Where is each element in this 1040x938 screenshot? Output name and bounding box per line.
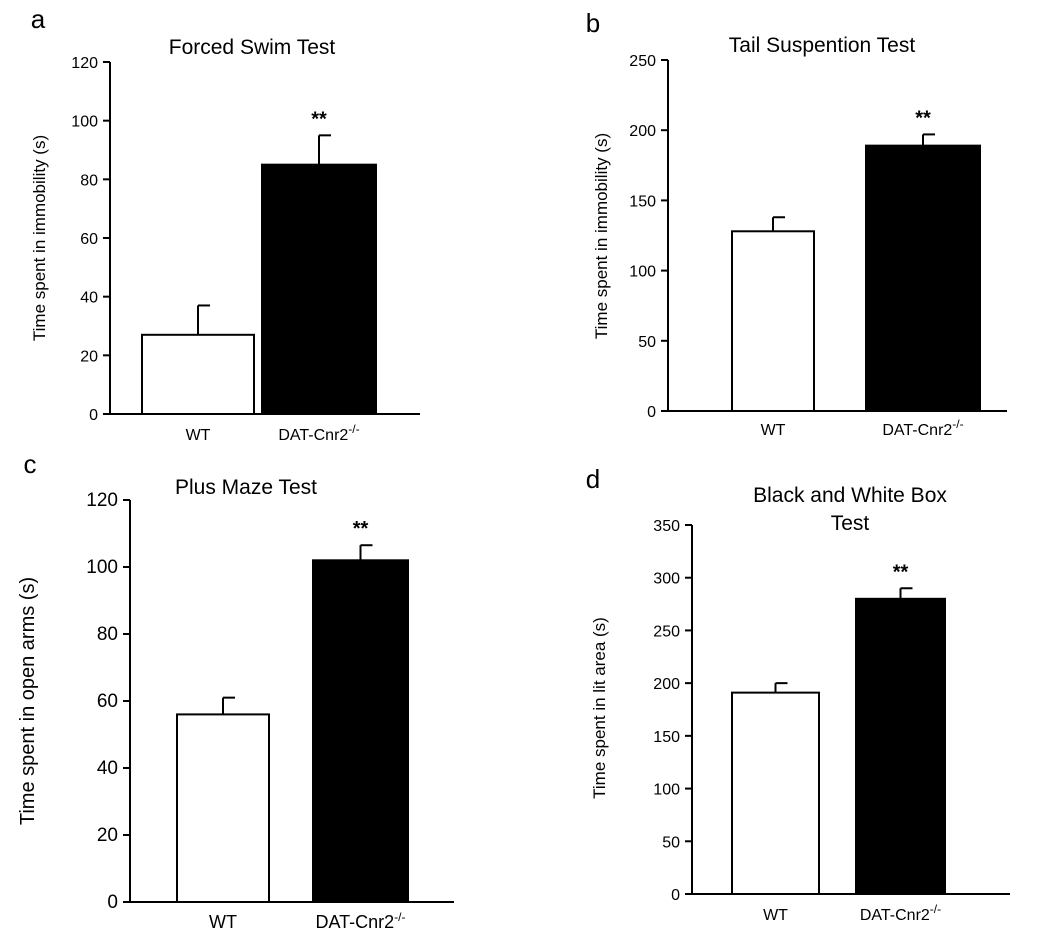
y-tick-label: 40 — [80, 290, 98, 307]
bar-dat-cnr2 — [261, 163, 377, 415]
bar-wt — [141, 333, 255, 415]
significance-label: ** — [311, 108, 327, 130]
panel-letter: c — [24, 449, 37, 479]
y-tick-label: 250 — [653, 623, 680, 640]
category-label: WT — [186, 427, 211, 444]
chart-title: Black and White Box — [753, 484, 947, 507]
panel-letter: b — [586, 8, 600, 38]
significance-label: ** — [893, 561, 909, 583]
category-label: DAT-Cnr2-/- — [315, 910, 405, 932]
chart-title: Tail Suspention Test — [729, 34, 916, 57]
y-tick-label: 20 — [80, 348, 98, 365]
y-axis-label: Time spent in open arms (s) — [17, 577, 39, 825]
y-tick-label: 50 — [662, 834, 680, 851]
bar-wt — [731, 691, 820, 895]
category-label: WT — [209, 912, 237, 932]
y-tick-label: 350 — [653, 518, 680, 535]
y-tick-label: 250 — [629, 53, 656, 70]
y-axis-label: Time spent in immobility (s) — [30, 135, 49, 341]
chart-title: Forced Swim Test — [169, 36, 336, 59]
y-axis-label: Time spent in immobility (s) — [592, 133, 611, 339]
y-tick-label: 100 — [71, 114, 98, 131]
y-tick-label: 40 — [97, 758, 118, 779]
bar-wt — [731, 230, 815, 412]
bar-wt — [176, 713, 270, 904]
y-tick-label: 20 — [97, 825, 118, 846]
y-tick-label: 80 — [97, 624, 118, 645]
significance-label: ** — [915, 107, 931, 129]
category-label: DAT-Cnr2-/- — [278, 422, 359, 444]
y-tick-label: 50 — [638, 334, 656, 351]
y-tick-label: 200 — [629, 123, 656, 140]
y-tick-label: 300 — [653, 571, 680, 588]
panel-d: d Black and White Box Test Time spent in li… — [586, 464, 1010, 924]
bar-dat-cnr2 — [865, 144, 981, 412]
y-tick-label: 0 — [89, 407, 98, 424]
panel-letter: a — [31, 4, 46, 34]
significance-label: ** — [353, 518, 369, 540]
y-tick-label: 0 — [671, 887, 680, 904]
y-tick-label: 0 — [647, 404, 656, 421]
y-tick-label: 120 — [86, 490, 118, 511]
y-axis-label: Time spent in lit area (s) — [590, 617, 609, 799]
y-tick-label: 80 — [80, 172, 98, 189]
category-label: DAT-Cnr2-/- — [860, 902, 941, 924]
category-label: WT — [761, 422, 786, 439]
chart-title: Plus Maze Test — [175, 476, 317, 499]
y-tick-label: 60 — [80, 231, 98, 248]
bar-dat-cnr2 — [312, 559, 409, 903]
y-tick-label: 120 — [71, 55, 98, 72]
panel-c: c Plus Maze Test Time spent in open arms (… — [17, 449, 454, 932]
panel-letter: d — [586, 464, 600, 494]
y-tick-label: 100 — [653, 782, 680, 799]
chart-title: Test — [831, 512, 870, 535]
category-label: DAT-Cnr2-/- — [882, 417, 963, 439]
y-tick-label: 60 — [97, 691, 118, 712]
category-label: WT — [763, 907, 788, 924]
y-tick-label: 200 — [653, 676, 680, 693]
bar-dat-cnr2 — [855, 597, 946, 895]
y-tick-label: 100 — [629, 264, 656, 281]
y-tick-label: 150 — [629, 193, 656, 210]
y-tick-label: 0 — [107, 892, 118, 913]
y-tick-label: 150 — [653, 729, 680, 746]
panel-b: b Tail Suspention Test Time spent in immob… — [586, 8, 1007, 439]
y-tick-label: 100 — [86, 557, 118, 578]
panel-a: a Forced Swim Test Time spent in immobilit… — [30, 4, 420, 444]
